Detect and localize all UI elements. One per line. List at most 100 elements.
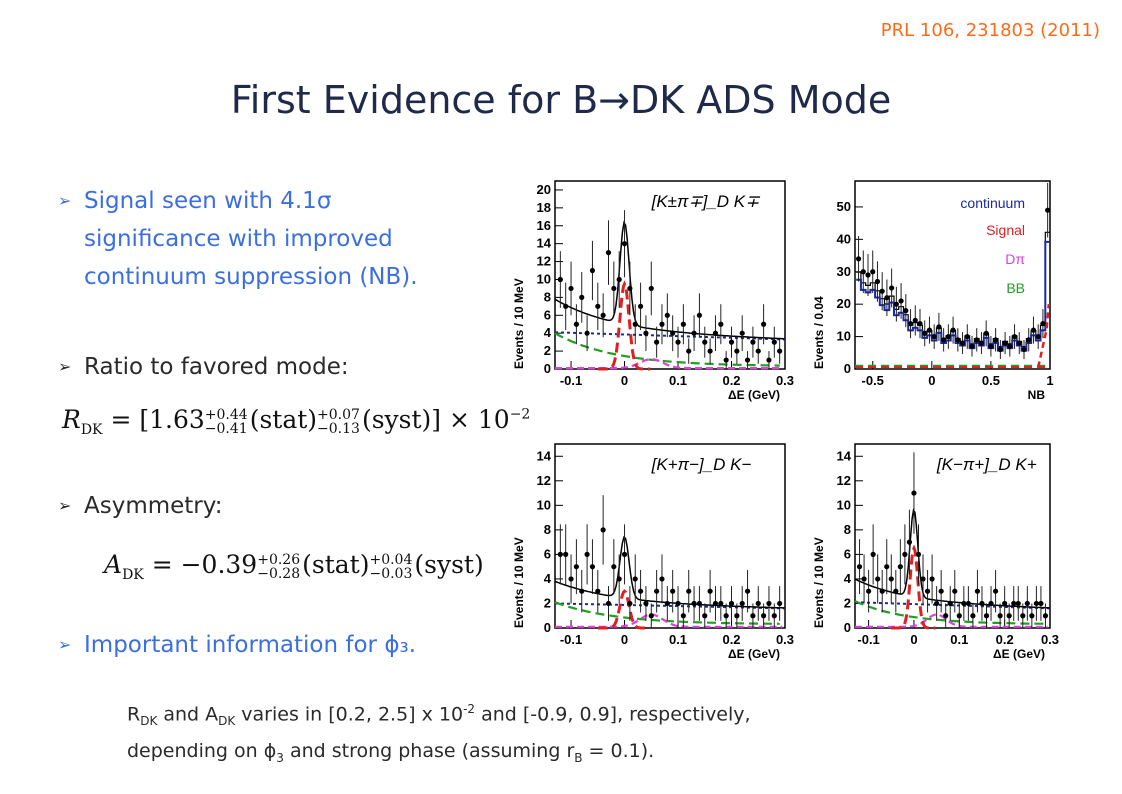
- x-tick-label: 0: [621, 373, 628, 388]
- dpi-curve: [555, 358, 783, 370]
- signal-rise: [1036, 304, 1051, 368]
- y-tick-label: 4: [844, 571, 852, 586]
- y-tick-label: 0: [544, 620, 551, 635]
- data-point: [983, 613, 990, 619]
- data-point: [1024, 600, 1030, 607]
- x-tick-label: -0.1: [560, 373, 582, 388]
- y-tick-label: 0: [544, 361, 551, 376]
- data-point: [686, 588, 692, 594]
- data-point: [861, 576, 867, 582]
- chart-title: [K−π+]_D K+: [936, 455, 1037, 474]
- y-tick-label: 50: [837, 199, 851, 214]
- bullet-line: Asymmetry:: [84, 493, 223, 519]
- signal-curve: [597, 589, 651, 630]
- data-point: [879, 288, 885, 294]
- data-point: [761, 613, 767, 619]
- x-tick-label: 0.2: [722, 373, 740, 388]
- x-tick-label: 0.5: [982, 373, 1000, 388]
- data-point: [1011, 600, 1017, 607]
- data-point: [988, 600, 994, 607]
- data-point: [926, 327, 933, 333]
- data-point: [605, 250, 612, 256]
- data-point: [1042, 613, 1049, 619]
- x-tick-label: 1: [1046, 373, 1053, 388]
- data-point: [970, 613, 976, 619]
- x-tick-label: -0.1: [857, 632, 879, 647]
- x-tick-label: 0.2: [722, 632, 740, 647]
- data-point: [670, 588, 676, 594]
- data-point: [870, 269, 876, 275]
- y-tick-label: 20: [537, 182, 551, 197]
- legend-bb: BB: [1006, 280, 1025, 296]
- data-point: [659, 321, 665, 327]
- data-point: [934, 600, 940, 607]
- data-point: [983, 330, 989, 336]
- data-point: [675, 600, 681, 607]
- data-point: [889, 285, 895, 291]
- bullet-arrow-icon: ➢: [58, 496, 72, 515]
- data-point: [616, 276, 622, 283]
- chart-title: [K+π−]_D K−: [651, 455, 752, 474]
- y-axis-label: Events / 10 MeV: [512, 537, 526, 628]
- y-tick-label: 16: [537, 218, 551, 233]
- data-point: [920, 576, 926, 582]
- plot-frame: [554, 180, 786, 370]
- data-point: [686, 348, 692, 354]
- data-point: [888, 576, 894, 582]
- y-tick-label: 12: [537, 254, 551, 269]
- x-tick-label: 0.3: [1041, 632, 1059, 647]
- y-tick-label: 0: [844, 620, 851, 635]
- data-point: [750, 339, 756, 345]
- y-tick-label: 30: [837, 264, 851, 279]
- data-point: [893, 588, 899, 594]
- bb-curve: [554, 601, 780, 625]
- data-point: [595, 588, 601, 594]
- y-tick-label: 2: [544, 595, 551, 610]
- footnote: RDK and ADK varies in [0.2, 2.5] x 10-2 …: [127, 702, 751, 765]
- data-point: [771, 613, 777, 619]
- y-tick-label: 0: [844, 361, 851, 376]
- x-axis-label: ΔE (GeV): [728, 388, 780, 402]
- data-point: [879, 588, 885, 594]
- data-point: [702, 339, 708, 345]
- data-point: [755, 348, 761, 354]
- data-point: [965, 600, 971, 607]
- reference: PRL 106, 231803 (2011): [880, 20, 1100, 41]
- data-point: [1002, 600, 1008, 607]
- data-point: [605, 600, 612, 607]
- data-point: [922, 330, 928, 336]
- signal-curve: [597, 280, 651, 371]
- bullet-line: Important information for ϕ₃.: [84, 632, 417, 658]
- data-point: [707, 348, 713, 354]
- data-point: [938, 588, 944, 594]
- data-point: [675, 339, 681, 345]
- data-point: [611, 285, 617, 292]
- y-tick-label: 14: [837, 448, 852, 463]
- data-point: [1015, 600, 1021, 607]
- data-point: [1040, 321, 1046, 327]
- y-tick-label: 14: [537, 236, 552, 251]
- dpi-curve: [555, 613, 783, 628]
- x-tick-label: 0.1: [669, 632, 687, 647]
- y-tick-label: 6: [544, 546, 551, 561]
- data-point: [755, 600, 761, 607]
- data-point: [875, 576, 881, 582]
- data-point: [744, 588, 751, 594]
- data-point: [568, 576, 574, 582]
- y-tick-label: 8: [544, 522, 551, 537]
- data-point: [956, 613, 962, 619]
- data-point: [734, 348, 740, 354]
- data-point: [931, 333, 937, 340]
- data-point: [1038, 600, 1044, 607]
- data-point: [654, 588, 660, 594]
- x-tick-label: 0.3: [776, 632, 794, 647]
- x-tick-label: 0: [928, 373, 935, 388]
- data-point: [632, 576, 638, 582]
- y-axis-label: Events / 10 MeV: [512, 278, 526, 369]
- data-point: [696, 312, 703, 318]
- data-point: [563, 303, 569, 309]
- data-point: [600, 527, 606, 533]
- data-point: [911, 490, 917, 496]
- data-point: [643, 330, 649, 336]
- data-point: [907, 321, 914, 327]
